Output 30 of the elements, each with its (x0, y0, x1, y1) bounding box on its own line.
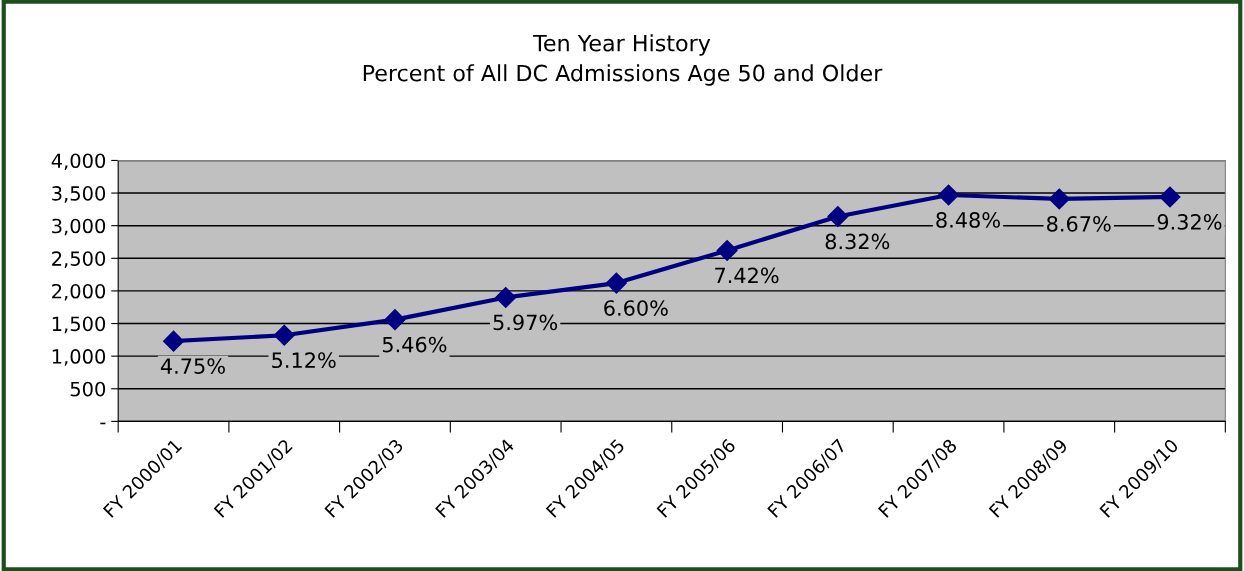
y-tick-label: 1,000 (52, 349, 106, 366)
point (938, 184, 960, 206)
y-tick-label: 1,500 (52, 316, 106, 334)
point (495, 286, 517, 308)
point (384, 309, 406, 331)
point (827, 206, 849, 228)
annotation: 7.42% (715, 267, 779, 284)
annotation: 5.97% (493, 314, 558, 331)
point (605, 272, 627, 294)
annotation: 5.46% (382, 336, 447, 353)
point (1159, 186, 1181, 208)
point (273, 324, 295, 346)
annotation: 8.67% (1047, 215, 1111, 232)
y-tick-label: 3,000 (52, 218, 106, 236)
chart-title: Ten Year History Percent of All DC Admissions Age 50 and Older (363, 34, 883, 86)
y-tick-label: 2,000 (52, 283, 106, 301)
annotation: 9.32% (1157, 214, 1222, 230)
annotation: 4.75% (160, 358, 225, 374)
annotation: 6.60% (604, 300, 668, 316)
annotation: 8.48% (936, 212, 1000, 228)
point (1048, 188, 1070, 210)
y-tick-label: - (100, 422, 106, 425)
y-tick-label: 3,500 (52, 186, 106, 203)
y-tick-label: 2,500 (52, 251, 106, 268)
y-tick-label: 4,000 (51, 153, 106, 171)
annotation: 5.12% (272, 352, 336, 369)
point (716, 239, 738, 261)
point (163, 330, 185, 352)
annotation: 8.32% (825, 233, 890, 250)
y-tick-label: 500 (70, 381, 106, 397)
